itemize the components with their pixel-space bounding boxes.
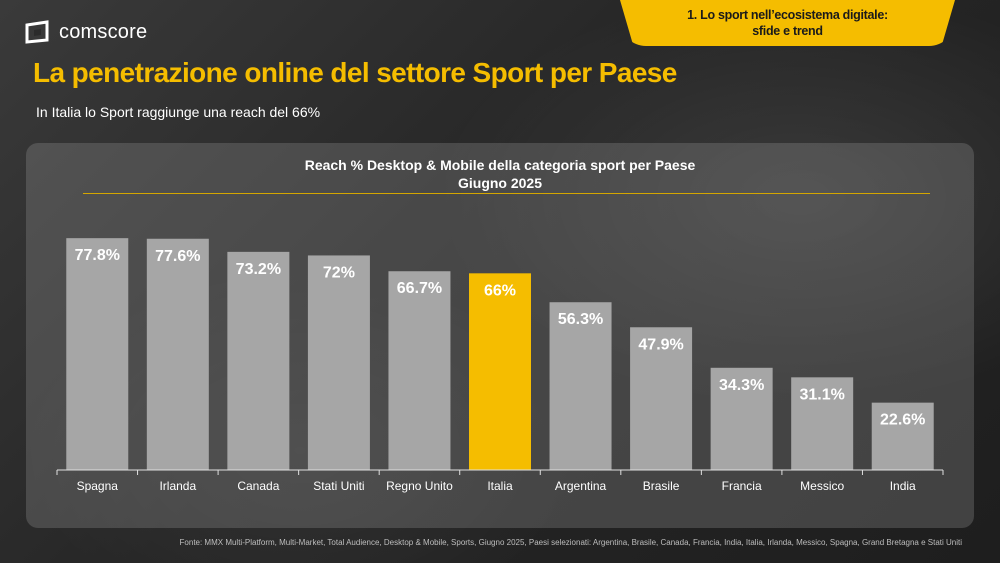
data-label: 56.3% (558, 311, 603, 328)
data-label: 22.6% (880, 412, 925, 429)
comscore-logo: comscore (25, 20, 147, 44)
source-footnote: Fonte: MMX Multi-Platform, Multi-Market,… (179, 538, 962, 547)
x-tick-label: Spagna (77, 479, 119, 493)
logo-text: comscore (59, 20, 148, 43)
x-tick-label: Irlanda (159, 479, 196, 493)
bar-italia (469, 273, 531, 470)
bar-spagna (66, 238, 129, 470)
data-label: 66% (484, 282, 516, 299)
bar-argentina (549, 302, 612, 470)
bar-brasile (630, 327, 693, 470)
bar-irlanda (146, 238, 209, 470)
bar-messico (791, 377, 854, 470)
data-label: 66.7% (397, 280, 442, 297)
bar-india (871, 402, 934, 470)
section-tab: 1. Lo sport nell’ecosistema digitale: sf… (620, 0, 955, 46)
data-label: 34.3% (719, 377, 764, 394)
chart-title-divider (83, 193, 930, 194)
section-tab-line2: sfide e trend (752, 24, 823, 38)
data-label: 73.2% (236, 261, 281, 278)
x-tick-label: Stati Uniti (313, 479, 364, 493)
data-label: 72% (323, 264, 355, 281)
page-subtitle: In Italia lo Sport raggiunge una reach d… (36, 104, 321, 120)
x-tick-label: Italia (487, 479, 513, 493)
chart-title: Reach % Desktop & Mobile della categoria… (304, 157, 696, 173)
comscore-logo-icon (25, 20, 49, 44)
x-tick-label: Argentina (555, 479, 607, 493)
bar-stati-uniti (307, 255, 370, 470)
chart-subtitle: Giugno 2025 (457, 175, 543, 191)
data-label: 47.9% (638, 336, 683, 353)
x-tick-label: Canada (237, 479, 279, 493)
x-tick-label: Brasile (643, 479, 680, 493)
bar-francia (710, 367, 773, 470)
bar-regno-unito (388, 271, 451, 470)
x-tick-label: Regno Unito (386, 479, 453, 493)
x-tick-label: Messico (800, 479, 844, 493)
section-tab-line1: 1. Lo sport nell’ecosistema digitale: (687, 8, 888, 22)
data-label: 31.1% (799, 386, 844, 403)
bar-canada (227, 251, 290, 470)
page-title: La penetrazione online del settore Sport… (33, 57, 677, 88)
data-label: 77.8% (75, 247, 120, 264)
x-tick-label: Francia (722, 479, 762, 493)
chart-title-block: Reach % Desktop & Mobile della categoria… (26, 156, 974, 192)
data-label: 77.6% (155, 248, 200, 265)
x-tick-label: India (890, 479, 916, 493)
